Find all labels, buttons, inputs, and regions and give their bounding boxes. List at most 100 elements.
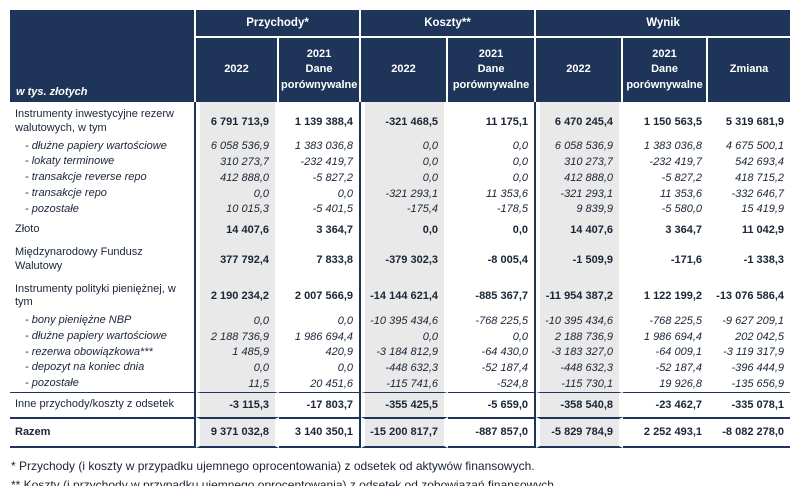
cell-value: 0,0 xyxy=(196,185,279,202)
cell-value: -115 730,1 xyxy=(536,376,623,392)
cell-value: 1 986 694,4 xyxy=(643,330,703,343)
cell-value: 11,5 xyxy=(196,376,279,392)
cell-value: 11 042,9 xyxy=(741,224,785,237)
cell-value: -5 827,2 xyxy=(661,171,703,184)
row-label: - transakcje repo xyxy=(10,185,196,202)
col-header-wynik-2021: 2021 Dane porównywalne xyxy=(623,38,709,102)
cell-value: -396 444,9 xyxy=(731,362,785,375)
cell-value: 1 150 563,5 xyxy=(643,115,703,128)
cell-value: -321 293,1 xyxy=(361,185,448,202)
cell-value: 1 383 036,8 xyxy=(279,138,362,155)
row-label: - bony pieniężne NBP xyxy=(10,313,196,329)
table-row: - dłużne papiery wartościowe 2 188 736,9 1… xyxy=(10,328,790,345)
cell-value: -3 119 317,9 xyxy=(723,346,785,359)
col-header-zmiana: Zmiana xyxy=(708,38,791,102)
cell-value: 0,0 xyxy=(361,170,448,186)
row-label: - transakcje reverse repo xyxy=(10,170,196,186)
cell-value: -10 395 434,6 xyxy=(536,313,623,329)
footnote-1: * Przychody (i koszty w przypadku ujemne… xyxy=(11,459,535,474)
cell-value: 420,9 xyxy=(279,344,362,361)
cell-value: 412 888,0 xyxy=(196,170,279,186)
cell-value: 310 273,7 xyxy=(536,154,623,170)
cell-value: -768 225,5 xyxy=(448,313,537,329)
cell-value: -64 430,0 xyxy=(448,344,537,361)
cell-value: 0,0 xyxy=(196,313,279,329)
table-container: w tys. złotych Przychody* Koszty** Wynik… xyxy=(10,10,791,486)
cell-value: -3 115,3 xyxy=(196,391,279,417)
cell-value: 14 407,6 xyxy=(536,217,623,240)
row-label: - lokaty terminowe xyxy=(10,154,196,170)
footnote-2: ** Koszty (i przychody w przypadku ujemn… xyxy=(11,477,558,486)
cell-value: 412 888,0 xyxy=(536,170,623,186)
cell-value: 0,0 xyxy=(361,138,448,155)
table-row: - transakcje reverse repo 412 888,0 -5 827… xyxy=(10,170,790,186)
cell-value: 3 140 350,1 xyxy=(279,416,362,449)
table-row: Międzynarodowy Fundusz Walutowy 377 792,4… xyxy=(10,240,790,277)
row-label: Razem xyxy=(10,416,196,449)
cell-value: -23 462,7 xyxy=(623,391,709,417)
cell-value: -1 338,3 xyxy=(743,253,785,266)
cell-value: -3 183 327,0 xyxy=(536,344,623,361)
cell-value: 310 273,7 xyxy=(196,154,279,170)
cell-value: 0,0 xyxy=(361,328,448,345)
table-row: Instrumenty inwestycyjne rezerw walutowy… xyxy=(10,102,790,139)
header-group-row: w tys. złotych Przychody* Koszty** Wynik xyxy=(10,10,791,102)
cell-value: -5 829 784,9 xyxy=(536,416,624,449)
table-row: Inne przychody/koszty z odsetek -3 115,3-… xyxy=(10,391,791,417)
cell-value: 1 383 036,8 xyxy=(643,140,703,153)
cell-value: -768 225,5 xyxy=(649,314,703,327)
cell-value: -887 857,0 xyxy=(448,416,537,449)
col-header-przychody-2022: 2022 xyxy=(196,38,279,102)
col-header-wynik-2022: 2022 xyxy=(536,38,624,102)
table-row: Złoto 14 407,6 3 364,7 0,0 0,0 14 407,6 3 364,… xyxy=(10,217,790,240)
cell-value: -13 076 586,4 xyxy=(716,290,785,303)
cell-value: 418 715,2 xyxy=(735,171,785,184)
cell-value: -232 419,7 xyxy=(649,156,703,169)
cell-value: -335 078,1 xyxy=(708,391,791,417)
footnotes: * Przychody (i koszty w przypadku ujemne… xyxy=(10,457,790,486)
cell-value: 202 042,5 xyxy=(735,330,785,343)
cell-value: -232 419,7 xyxy=(279,154,362,170)
cell-value: 15 419,9 xyxy=(741,203,785,216)
cell-value: 377 792,4 xyxy=(196,240,279,277)
cell-value: 0,0 xyxy=(196,360,279,376)
table-row: - transakcje repo 0,0 0,0 -321 293,1 11 353,… xyxy=(10,185,790,202)
cell-value: 2 190 234,2 xyxy=(196,276,279,313)
row-label: - rezerwa obowiązkowa*** xyxy=(10,344,196,361)
col-group-wynik: Wynik xyxy=(536,10,791,38)
cell-value: 3 364,7 xyxy=(665,224,703,237)
cell-value: -448 632,3 xyxy=(536,360,623,376)
table-body: Instrumenty inwestycyjne rezerw walutowy… xyxy=(10,102,791,449)
interest-income-costs-table: w tys. złotych Przychody* Koszty** Wynik… xyxy=(10,10,791,449)
cell-value: 2 188 736,9 xyxy=(536,328,623,345)
cell-value: 0,0 xyxy=(448,170,537,186)
cell-value: -321 293,1 xyxy=(536,185,623,202)
cell-value: 1 986 694,4 xyxy=(279,328,362,345)
row-label: - dłużne papiery wartościowe xyxy=(10,138,196,155)
cell-value: 0,0 xyxy=(279,185,362,202)
cell-value: 542 693,4 xyxy=(735,156,785,169)
cell-value: -171,6 xyxy=(670,253,703,266)
cell-value: -10 395 434,6 xyxy=(361,313,448,329)
cell-value: -135 656,9 xyxy=(731,377,785,390)
col-header-koszty-2022: 2022 xyxy=(361,38,449,102)
cell-value: 2 007 566,9 xyxy=(279,276,362,313)
cell-value: 7 833,8 xyxy=(279,240,362,277)
cell-value: -64 009,1 xyxy=(655,346,703,359)
cell-value: -178,5 xyxy=(448,201,537,218)
col-header-koszty-2021: 2021 Dane porównywalne xyxy=(448,38,537,102)
header-sub-row: 2022 2021 Dane porównywalne 2022 2021 Da… xyxy=(10,38,791,102)
cell-value: -355 425,5 xyxy=(361,391,449,417)
cell-value: -321 468,5 xyxy=(361,102,448,139)
cell-value: 19 926,8 xyxy=(659,377,703,390)
cell-value: 0,0 xyxy=(448,154,537,170)
cell-value: 10 015,3 xyxy=(196,201,279,218)
cell-value: 14 407,6 xyxy=(196,217,279,240)
cell-value: 2 252 493,1 xyxy=(623,416,709,449)
table-row: - rezerwa obowiązkowa*** 1 485,9 420,9 -3 1… xyxy=(10,344,790,361)
cell-value: 5 319 681,9 xyxy=(725,115,785,128)
cell-value: -14 144 621,4 xyxy=(361,276,448,313)
cell-value: -5 580,0 xyxy=(661,203,703,216)
cell-value: -175,4 xyxy=(361,201,448,218)
